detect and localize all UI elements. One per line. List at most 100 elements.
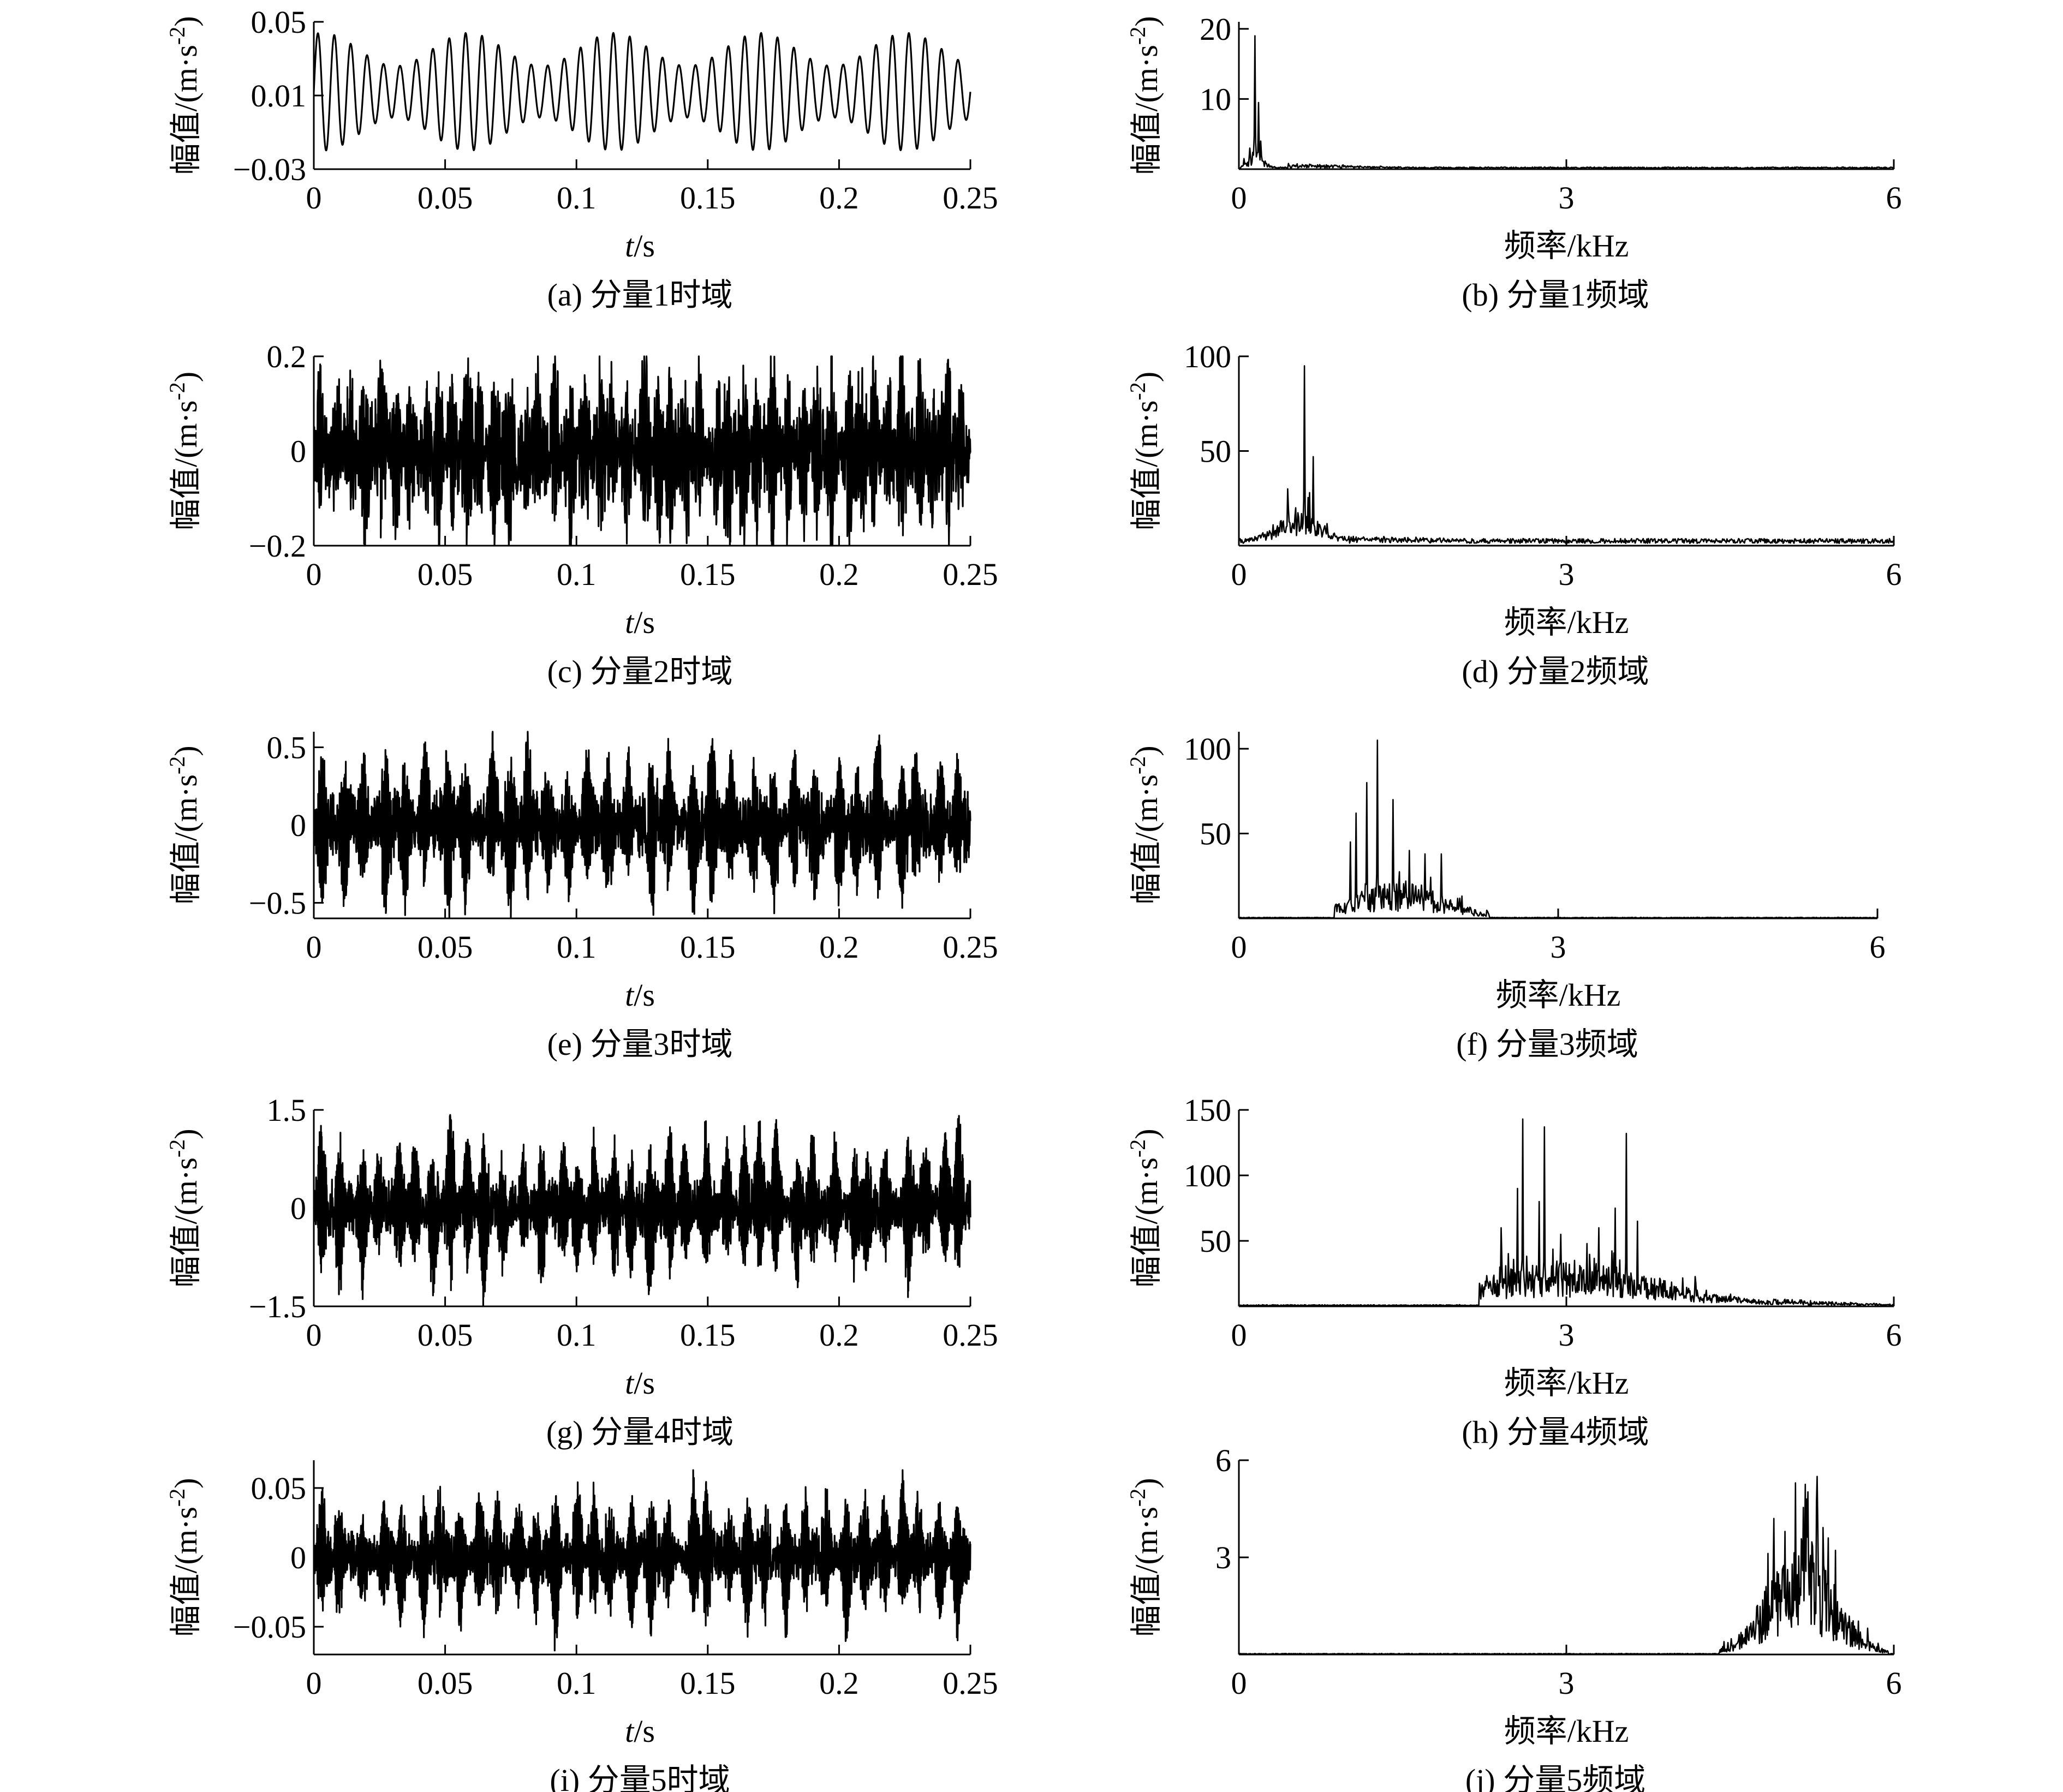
x-tick-label: 0.25 bbox=[943, 1317, 998, 1353]
y-axis-label: 幅值/(m·s-2) bbox=[1125, 745, 1164, 904]
y-tick-label: 50 bbox=[1200, 1223, 1231, 1259]
x-tick-label: 3 bbox=[1559, 1317, 1575, 1353]
y-tick-label: 100 bbox=[1184, 1158, 1231, 1193]
y-axis-label: 幅值/(m·s-2) bbox=[165, 745, 204, 904]
x-tick-label: 0.2 bbox=[819, 1317, 859, 1353]
y-tick-label: 3 bbox=[1215, 1540, 1231, 1575]
series-line bbox=[313, 731, 971, 919]
x-tick-label: 0.05 bbox=[418, 180, 473, 216]
x-axis-label: 频率/kHz bbox=[1504, 228, 1629, 264]
y-tick-label: 150 bbox=[1184, 1092, 1231, 1128]
y-tick-label: 0.05 bbox=[251, 1471, 307, 1506]
x-tick-label: 0.2 bbox=[819, 180, 859, 216]
x-tick-label: 3 bbox=[1559, 180, 1575, 216]
x-tick-label: 0 bbox=[1231, 180, 1247, 216]
x-axis-label: 频率/kHz bbox=[1504, 605, 1629, 640]
x-axis-label: t/s bbox=[625, 977, 655, 1013]
y-tick-label: −0.05 bbox=[233, 1609, 306, 1645]
x-tick-label: 0 bbox=[1231, 1665, 1247, 1701]
x-tick-label: 0 bbox=[1231, 929, 1247, 965]
panel-caption: (h) 分量4频域 bbox=[1462, 1414, 1649, 1450]
x-tick-label: 0.15 bbox=[680, 929, 736, 965]
x-tick-label: 0.2 bbox=[819, 929, 859, 965]
y-tick-label: −0.5 bbox=[249, 886, 306, 921]
x-tick-label: 0.2 bbox=[819, 1665, 859, 1701]
panel-c: 0 0.05 0.1 0.15 0.2 0.25−0.200.2t/s幅值/(m·s-2)… bbox=[165, 339, 998, 689]
y-axis-label: 幅值/(m·s-2) bbox=[1125, 372, 1164, 530]
x-tick-label: 0.15 bbox=[680, 557, 736, 592]
series-line bbox=[313, 1114, 971, 1307]
x-tick-label: 6 bbox=[1886, 1317, 1902, 1353]
y-axis-label: 幅值/(m·s-2) bbox=[165, 1128, 204, 1287]
y-tick-label: 0.01 bbox=[251, 78, 307, 114]
series-line bbox=[313, 355, 971, 547]
y-tick-label: −0.2 bbox=[249, 528, 306, 564]
x-tick-label: 3 bbox=[1559, 557, 1575, 592]
panel-b: 0 3 6 10 20 频率/kHz 幅值/(m·s-2) (b) 分量1频域 bbox=[1125, 11, 1902, 313]
x-tick-label: 0.15 bbox=[680, 1317, 736, 1353]
x-axis-label: t/s bbox=[625, 228, 655, 264]
y-tick-label: 20 bbox=[1200, 11, 1231, 47]
x-tick-label: 0 bbox=[306, 929, 322, 965]
x-tick-label: 0 bbox=[306, 557, 322, 592]
panel-f: 0 3 6 50 100 频率/kHz 幅值/(m·s-2) (f) 分量3频域 bbox=[1125, 731, 1886, 1062]
panel-caption: (i) 分量5时域 bbox=[550, 1763, 730, 1792]
x-tick-label: 0.05 bbox=[418, 1317, 473, 1353]
x-tick-label: 0.05 bbox=[418, 1665, 473, 1701]
y-tick-label: 0 bbox=[290, 808, 306, 843]
series-line bbox=[1238, 1476, 1894, 1655]
panel-caption: (d) 分量2频域 bbox=[1462, 654, 1649, 689]
x-tick-label: 6 bbox=[1886, 180, 1902, 216]
y-tick-label: 0 bbox=[290, 1191, 306, 1226]
x-tick-label: 3 bbox=[1559, 1665, 1575, 1701]
panel-caption: (j) 分量5频域 bbox=[1465, 1763, 1645, 1792]
panel-caption: (a) 分量1时域 bbox=[547, 277, 733, 313]
y-tick-label: 100 bbox=[1184, 731, 1231, 767]
x-tick-label: 0.1 bbox=[557, 180, 597, 216]
x-axis-label: 频率/kHz bbox=[1504, 1365, 1629, 1401]
y-tick-label: 50 bbox=[1200, 816, 1231, 852]
x-tick-label: 0.15 bbox=[680, 180, 736, 216]
y-axis-label: 幅值/(m·s-2) bbox=[165, 372, 204, 530]
series-line bbox=[1238, 739, 1878, 919]
x-axis-label: t/s bbox=[625, 1713, 655, 1749]
y-tick-label: 0 bbox=[290, 1540, 306, 1575]
x-axis-label: t/s bbox=[625, 1365, 655, 1401]
series-line bbox=[1238, 35, 1894, 169]
y-axis-label: 幅值/(m·s-2) bbox=[165, 16, 204, 175]
x-tick-label: 0.1 bbox=[557, 557, 597, 592]
x-axis-label: 频率/kHz bbox=[1496, 977, 1621, 1013]
panel-g: 0 0.05 0.1 0.15 0.2 0.25−1.501.5t/s幅值/(m·s-2)… bbox=[165, 1092, 998, 1450]
y-tick-label: 1.5 bbox=[267, 1092, 307, 1128]
y-tick-label: 10 bbox=[1200, 81, 1231, 117]
y-tick-label: 50 bbox=[1200, 434, 1231, 469]
x-tick-label: 0.2 bbox=[819, 557, 859, 592]
panel-e: 0 0.05 0.1 0.15 0.2 0.25−0.500.5t/s幅值/(m·s-2)… bbox=[165, 730, 998, 1062]
x-tick-label: 0.1 bbox=[557, 1665, 597, 1701]
series-line bbox=[313, 32, 971, 152]
panel-caption: (c) 分量2时域 bbox=[547, 654, 733, 689]
x-tick-label: 3 bbox=[1551, 929, 1566, 965]
x-tick-label: 0 bbox=[306, 1317, 322, 1353]
x-tick-label: 0.25 bbox=[943, 557, 998, 592]
panel-a: 0 0.05 0.1 0.15 0.2 0.25 −0.03 0.01 0.05 t/s 幅值/(m… bbox=[165, 4, 998, 313]
x-tick-label: 0 bbox=[1231, 1317, 1247, 1353]
x-axis-label: 频率/kHz bbox=[1504, 1713, 1629, 1749]
panel-i: 0 0.05 0.1 0.15 0.2 0.25−0.0500.05t/s幅值/(m·s-… bbox=[165, 1460, 998, 1792]
y-tick-label: 0 bbox=[290, 434, 306, 469]
y-axis-label: 幅值/(m·s-2) bbox=[1125, 16, 1164, 175]
x-tick-label: 0.25 bbox=[943, 180, 998, 216]
x-tick-label: 6 bbox=[1886, 1665, 1902, 1701]
y-tick-label: 0.05 bbox=[251, 4, 307, 40]
x-axis-label: t/s bbox=[625, 605, 655, 640]
y-tick-label: 0.2 bbox=[267, 339, 307, 374]
panel-caption: (e) 分量3时域 bbox=[547, 1026, 733, 1062]
y-tick-label: −0.03 bbox=[233, 152, 306, 187]
series-line bbox=[1238, 365, 1895, 544]
panel-h: 0 3 6 50 100 150 频率/kHz 幅值/(m·s-2) (h) 分量4频域 bbox=[1125, 1092, 1902, 1450]
panel-caption: (f) 分量3频域 bbox=[1456, 1026, 1638, 1062]
x-tick-label: 0.25 bbox=[943, 1665, 998, 1701]
x-tick-label: 0.05 bbox=[418, 929, 473, 965]
y-axis-label: 幅值/(m·s-2) bbox=[1125, 1478, 1164, 1636]
